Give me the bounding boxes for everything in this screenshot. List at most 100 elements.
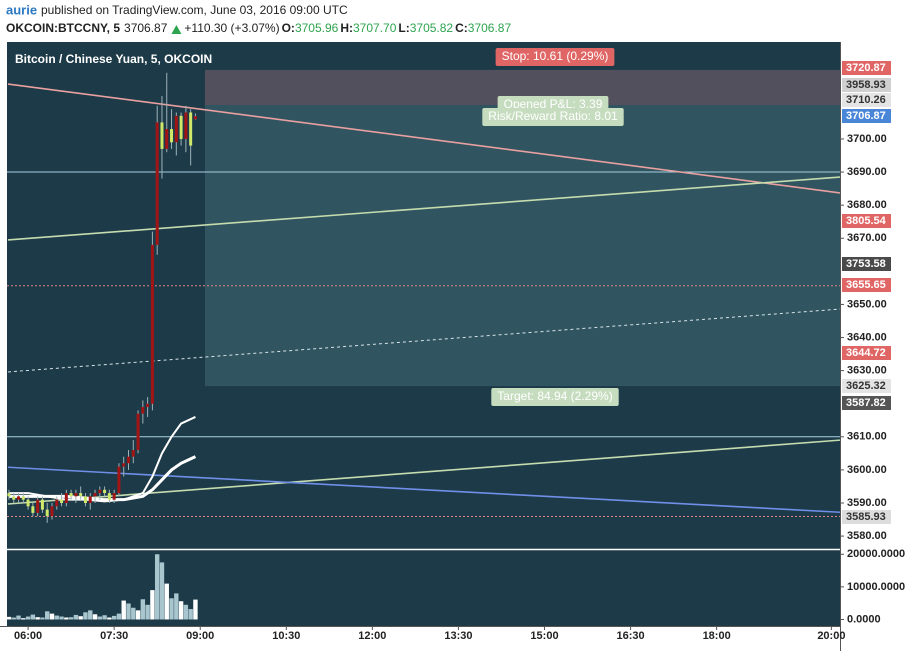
price-label-box <box>842 396 891 410</box>
volume-bar <box>154 554 160 620</box>
volume-bar <box>54 615 59 620</box>
trendline <box>7 176 840 241</box>
price-label-box <box>842 214 891 228</box>
symbol-text: 3706.87 <box>468 21 512 35</box>
candle-body <box>79 493 83 497</box>
candle-body <box>189 112 193 146</box>
position-label-box <box>495 48 615 66</box>
y-tick-label: 3600.00 <box>847 464 887 476</box>
volume-bar <box>193 599 198 620</box>
volume-bar <box>126 603 131 620</box>
candle-body <box>60 499 64 503</box>
volume-bar <box>174 593 179 620</box>
price-label: 3655.65 <box>846 279 886 291</box>
candle-body <box>36 499 40 513</box>
y-tick-label: 3700.00 <box>847 133 887 145</box>
candle-body <box>83 496 87 503</box>
candle-body <box>40 499 44 510</box>
volume-bar <box>178 601 184 620</box>
price-label: 3720.87 <box>846 62 886 74</box>
volume-bar <box>97 616 103 620</box>
candle-body <box>21 496 25 500</box>
position-label: Target: 84.94 (2.29%) <box>497 389 612 403</box>
volume-bar <box>150 590 155 620</box>
y-tick-label: 3690.00 <box>847 166 887 178</box>
price-label-box <box>842 93 891 107</box>
candle-body <box>12 496 16 500</box>
target-zone <box>205 105 840 387</box>
y-tick-label: 3640.00 <box>847 331 887 343</box>
price-label: 3625.32 <box>846 380 886 392</box>
volume-bar <box>111 615 117 620</box>
volume-bar <box>145 604 150 620</box>
volume-bar <box>183 604 189 620</box>
candle-body <box>93 493 97 497</box>
x-tick-label: 06:00 <box>14 630 42 642</box>
symbol-text: 3705.96 <box>295 21 339 35</box>
y-tick-label: 3590.00 <box>847 497 887 509</box>
symbol-text: H: <box>340 21 353 35</box>
volume-bar <box>159 562 165 620</box>
price-label-box <box>842 78 891 92</box>
chart-title: Bitcoin / Chinese Yuan, 5, OKCOIN <box>15 52 212 66</box>
candle-body <box>103 489 107 494</box>
candle-body <box>98 489 102 494</box>
volume-bar <box>140 599 146 620</box>
trendline <box>7 308 840 373</box>
volume-bar <box>83 612 88 620</box>
x-tick-label: 09:00 <box>186 630 214 642</box>
volume-bar <box>135 610 141 620</box>
candle-body <box>155 122 159 245</box>
candle-body <box>141 407 145 414</box>
price-label: 3587.82 <box>846 397 886 409</box>
user[interactable]: aurie <box>6 2 37 17</box>
candle-body <box>17 496 21 500</box>
candle-body <box>7 493 11 497</box>
volume-bar <box>16 615 21 620</box>
volume-bar <box>6 616 12 620</box>
candle-body <box>146 403 150 408</box>
candle-body <box>112 493 116 500</box>
y-tick-label: 3650.00 <box>847 298 887 310</box>
trendline <box>7 466 840 514</box>
position-label: Opened P&L: 3.39 <box>504 97 603 111</box>
volume-bar <box>49 613 55 620</box>
volume-bar <box>107 617 112 620</box>
symbol-text: 3706.87 <box>124 21 168 35</box>
up-arrow <box>171 25 182 34</box>
price-label: 3585.93 <box>846 511 886 523</box>
symbol-text: 3705.82 <box>410 21 454 35</box>
candle-body <box>160 122 164 149</box>
y-tick-label: 3580.00 <box>847 530 887 542</box>
volume-bar <box>88 610 93 620</box>
volume-tick-label: 20000.0000 <box>847 548 905 560</box>
volume-bar <box>78 616 83 620</box>
candle-body <box>184 112 188 139</box>
x-tick-label: 20:00 <box>817 630 845 642</box>
volume-bar <box>169 598 174 620</box>
candle-body <box>88 496 92 503</box>
price-label: 3805.54 <box>846 215 887 227</box>
position-label: Stop: 10.61 (0.29%) <box>502 49 609 63</box>
x-tick-label: 07:30 <box>100 630 128 642</box>
price-label-box <box>842 346 891 360</box>
x-tick-label: 10:30 <box>272 630 300 642</box>
price-label-box <box>842 379 891 393</box>
volume-bar <box>164 583 169 620</box>
candle-body <box>174 115 178 143</box>
volume-bar <box>131 607 136 620</box>
x-tick-label: 15:00 <box>530 630 558 642</box>
candle-body <box>150 244 154 404</box>
position-label-box <box>482 108 624 126</box>
volume-tick-label: 10000.0000 <box>847 581 905 593</box>
volume-bar <box>68 617 74 620</box>
volume-bar <box>21 618 26 620</box>
x-tick-label: 12:00 <box>358 630 386 642</box>
y-tick-label: 3680.00 <box>847 199 887 211</box>
position-label-box <box>491 388 619 406</box>
symbol-text: +110.30 (+3.07%) <box>184 21 279 35</box>
price-label: 3958.93 <box>846 79 886 91</box>
candle-body <box>122 463 126 467</box>
